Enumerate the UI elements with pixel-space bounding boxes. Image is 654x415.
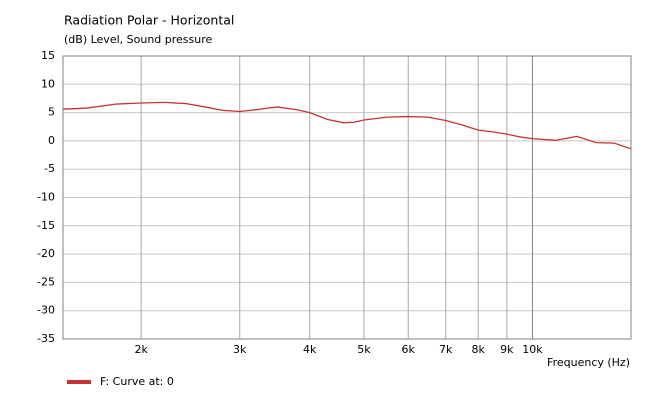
y-tick-label: -25 bbox=[37, 275, 55, 288]
x-axis-label: Frequency (Hz) bbox=[547, 356, 630, 369]
y-tick-label: -20 bbox=[37, 247, 55, 260]
y-tick-label: 10 bbox=[41, 77, 55, 90]
y-tick-label: -30 bbox=[37, 304, 55, 317]
y-tick-label: -15 bbox=[37, 219, 55, 232]
legend-swatch bbox=[67, 380, 91, 384]
chart-title: Radiation Polar - Horizontal bbox=[64, 13, 234, 28]
plot-border bbox=[62, 55, 632, 340]
y-tick-label: -35 bbox=[37, 332, 55, 345]
x-tick-label: 9k bbox=[500, 343, 514, 356]
y-tick-label: 5 bbox=[48, 106, 55, 119]
x-tick-label: 7k bbox=[439, 343, 453, 356]
y-tick-label: -5 bbox=[44, 162, 55, 175]
x-tick-label: 2k bbox=[134, 343, 148, 356]
x-tick-label: 5k bbox=[357, 343, 371, 356]
y-tick-label: -10 bbox=[37, 191, 55, 204]
x-tick-label: 10k bbox=[522, 343, 543, 356]
x-tick-label: 4k bbox=[303, 343, 317, 356]
legend-label: F: Curve at: 0 bbox=[100, 375, 174, 388]
y-tick-label: 0 bbox=[48, 134, 55, 147]
chart-subtitle: (dB) Level, Sound pressure bbox=[64, 33, 213, 46]
data-line bbox=[62, 101, 632, 150]
x-tick-label: 8k bbox=[471, 343, 485, 356]
x-tick-label: 3k bbox=[233, 343, 247, 356]
y-tick-label: 15 bbox=[41, 49, 55, 62]
x-tick-label: 6k bbox=[402, 343, 416, 356]
